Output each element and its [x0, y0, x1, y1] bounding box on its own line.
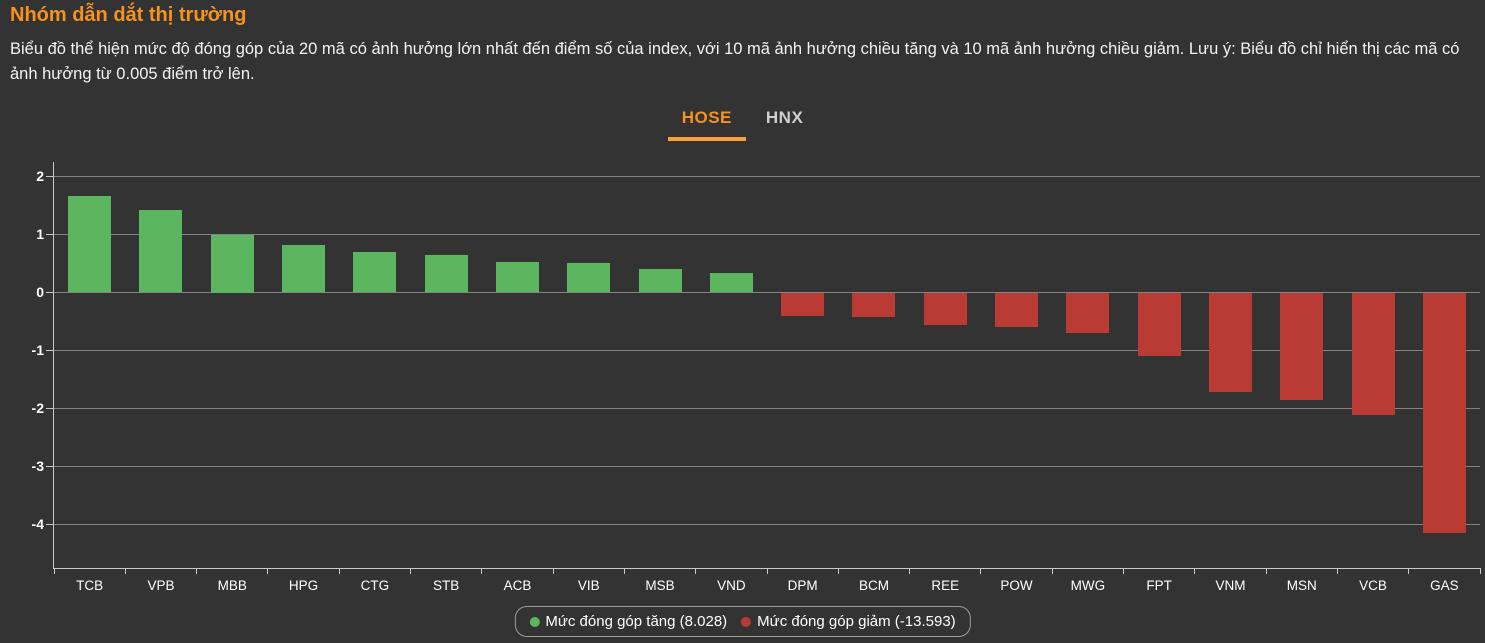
x-axis-label-ctg: CTG [360, 578, 390, 593]
x-axis-label-gas: GAS [1430, 578, 1459, 593]
bar-vpb[interactable] [139, 210, 183, 293]
bar-bcm[interactable] [852, 292, 896, 318]
x-axis-label-vnd: VND [717, 578, 746, 593]
x-axis-label-mbb: MBB [217, 578, 247, 593]
bar-ctg[interactable] [353, 252, 397, 293]
x-axis-tick [1408, 568, 1410, 574]
y-axis-tick [46, 292, 53, 293]
bar-ree[interactable] [923, 292, 967, 325]
x-axis-tick [1051, 568, 1053, 574]
x-axis-label-pow: POW [1000, 578, 1033, 593]
bar-tcb[interactable] [68, 196, 112, 293]
y-axis-tick [46, 176, 53, 177]
y-axis-label: -1 [31, 341, 44, 358]
x-axis-label-msb: MSB [645, 578, 675, 593]
x-axis-tick [695, 568, 697, 574]
legend-decrease-label: Mức đóng góp giảm (-13.593) [757, 613, 956, 630]
y-axis-tick [46, 234, 53, 235]
bar-mwg[interactable] [1066, 292, 1110, 334]
y-axis-tick [46, 350, 53, 351]
x-axis-label-tcb: TCB [76, 578, 104, 593]
x-axis-tick [1336, 568, 1338, 574]
page-title: Nhóm dẫn dắt thị trường [10, 4, 247, 26]
bar-pow[interactable] [995, 292, 1039, 327]
x-axis-label-vnm: VNM [1215, 578, 1246, 593]
x-axis-tick [837, 568, 839, 574]
legend-increase-label: Mức đóng góp tăng (8.028) [545, 613, 728, 630]
x-axis-tick [410, 568, 411, 574]
bar-hpg[interactable] [282, 244, 326, 293]
y-axis-label: -4 [31, 515, 44, 532]
x-axis-tick [1265, 568, 1267, 574]
gridline [54, 466, 1480, 467]
x-axis-tick [338, 568, 340, 574]
legend-item-increase[interactable]: Mức đóng góp tăng (8.028) [529, 613, 727, 630]
y-axis-tick [46, 466, 53, 467]
red-dot-icon [741, 616, 752, 627]
x-axis-tick [481, 568, 483, 574]
x-axis-label-acb: ACB [503, 578, 532, 593]
x-axis-label-bcm: BCM [858, 578, 889, 593]
x-axis-label-hpg: HPG [288, 578, 319, 593]
x-axis-tick [124, 568, 126, 574]
x-axis-tick [552, 568, 554, 574]
x-axis-label-fpt: FPT [1146, 578, 1172, 593]
tab-hose[interactable]: HOSE [667, 101, 746, 141]
legend-item-decrease[interactable]: Mức đóng góp giảm (-13.593) [741, 613, 956, 630]
x-axis-tick [196, 568, 198, 574]
bar-mbb[interactable] [210, 234, 254, 293]
bar-acb[interactable] [495, 261, 539, 293]
chart-description: Biểu đồ thể hiện mức độ đóng góp của 20 … [10, 40, 1460, 83]
y-axis-tick [46, 524, 53, 525]
x-axis-tick [1479, 568, 1481, 574]
x-axis-tick [1194, 568, 1196, 574]
bar-vcb[interactable] [1351, 292, 1395, 415]
bar-dpm[interactable] [781, 292, 825, 317]
bar-vnm[interactable] [1208, 292, 1252, 393]
x-axis-label-mwg: MWG [1070, 578, 1106, 593]
x-axis-tick [53, 568, 55, 574]
y-axis-label: -2 [31, 399, 44, 416]
x-axis-tick [766, 568, 768, 574]
x-axis-tick [909, 568, 911, 574]
x-axis-label-vcb: VCB [1359, 578, 1387, 593]
y-axis-label: 0 [36, 283, 44, 300]
bar-gas[interactable] [1422, 292, 1466, 534]
green-dot-icon [529, 616, 540, 627]
bar-msn[interactable] [1280, 292, 1324, 400]
gridline [54, 176, 1480, 177]
tab-hnx[interactable]: HNX [765, 108, 804, 127]
gridline [54, 234, 1480, 235]
x-axis-label-vpb: VPB [147, 578, 175, 593]
chart-legend: Mức đóng góp tăng (8.028) Mức đóng góp g… [514, 606, 971, 637]
y-axis-label: 1 [36, 225, 44, 242]
y-axis-tick [46, 408, 53, 409]
x-axis-tick [267, 568, 269, 574]
bar-msb[interactable] [638, 269, 682, 293]
x-axis-label-msn: MSN [1286, 578, 1317, 593]
bar-stb[interactable] [424, 254, 468, 293]
x-axis-label-stb: STB [433, 578, 460, 593]
x-axis-tick [980, 568, 982, 574]
y-axis-label: 2 [36, 167, 44, 184]
gridline [54, 350, 1480, 351]
x-axis-label-ree: REE [931, 578, 960, 593]
x-axis-label-vib: VIB [577, 578, 600, 593]
bar-vnd[interactable] [709, 272, 753, 293]
bar-fpt[interactable] [1137, 292, 1181, 356]
gridline [54, 524, 1480, 525]
x-axis-label-dpm: DPM [787, 578, 818, 593]
bar-vib[interactable] [567, 262, 611, 293]
x-axis-tick [623, 568, 625, 574]
gridline [54, 292, 1480, 293]
x-axis-tick [1123, 568, 1124, 574]
exchange-tabs: HOSE HNX [0, 101, 1485, 141]
y-axis-label: -3 [31, 457, 44, 474]
gridline [54, 408, 1480, 409]
contribution-bar-chart: 2 1 0 -1 -2 -3 -4 TCB VPB MBB HPG CTG STB ACB VIB MSB VN… [32, 162, 1481, 593]
